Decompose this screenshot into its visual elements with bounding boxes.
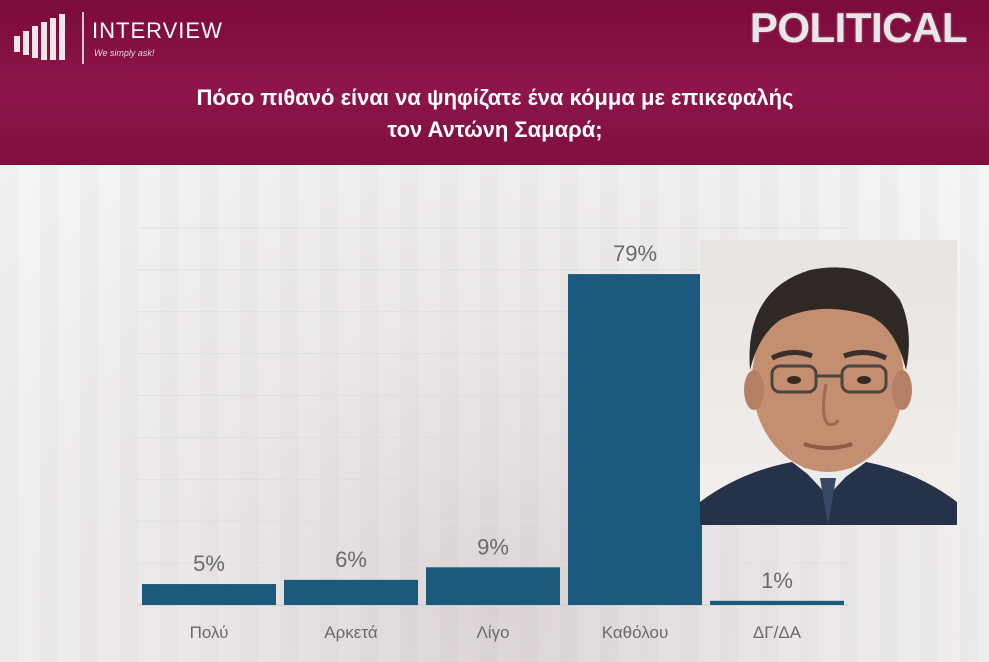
value-label-3: 9% [477, 534, 509, 559]
bar-4 [568, 274, 702, 605]
interview-logo: INTERVIEW We simply ask! [12, 10, 252, 66]
header-banner: INTERVIEW We simply ask! POLITICAL Πόσο … [0, 0, 989, 165]
category-label-1: Πολύ [190, 623, 229, 642]
bar-3 [426, 567, 560, 605]
value-label-2: 6% [335, 547, 367, 572]
bar-2 [284, 579, 418, 605]
title-line-1: Πόσο πιθανό είναι να ψηφίζατε ένα κόμμα … [196, 85, 794, 110]
category-label-2: Αρκετά [324, 623, 378, 642]
logo-tagline: We simply ask! [94, 48, 155, 58]
title-line-2: τον Αντώνη Σαμαρά; [387, 117, 603, 142]
logo-name: INTERVIEW [92, 18, 223, 43]
category-labels: Πολύ Αρκετά Λίγο Καθόλου ΔΓ/ΔΑ [190, 623, 802, 642]
bars-logo-icon [14, 14, 65, 60]
bars [142, 274, 844, 605]
value-label-4: 79% [613, 241, 657, 266]
value-label-1: 5% [193, 551, 225, 576]
category-label-4: Καθόλου [602, 623, 669, 642]
value-label-5: 1% [761, 568, 793, 593]
portrait-icon [700, 267, 957, 525]
category-label-5: ΔΓ/ΔΑ [753, 623, 802, 642]
value-labels: 5% 6% 9% 79% 1% [193, 241, 793, 593]
bar-5 [710, 600, 844, 605]
logo-divider [82, 12, 84, 64]
brand-political: POLITICAL [749, 4, 968, 51]
bar-1 [142, 584, 276, 605]
politician-photo [700, 240, 957, 525]
chart-title: Πόσο πιθανό είναι να ψηφίζατε ένα κόμμα … [100, 82, 890, 146]
category-label-3: Λίγο [476, 623, 509, 642]
